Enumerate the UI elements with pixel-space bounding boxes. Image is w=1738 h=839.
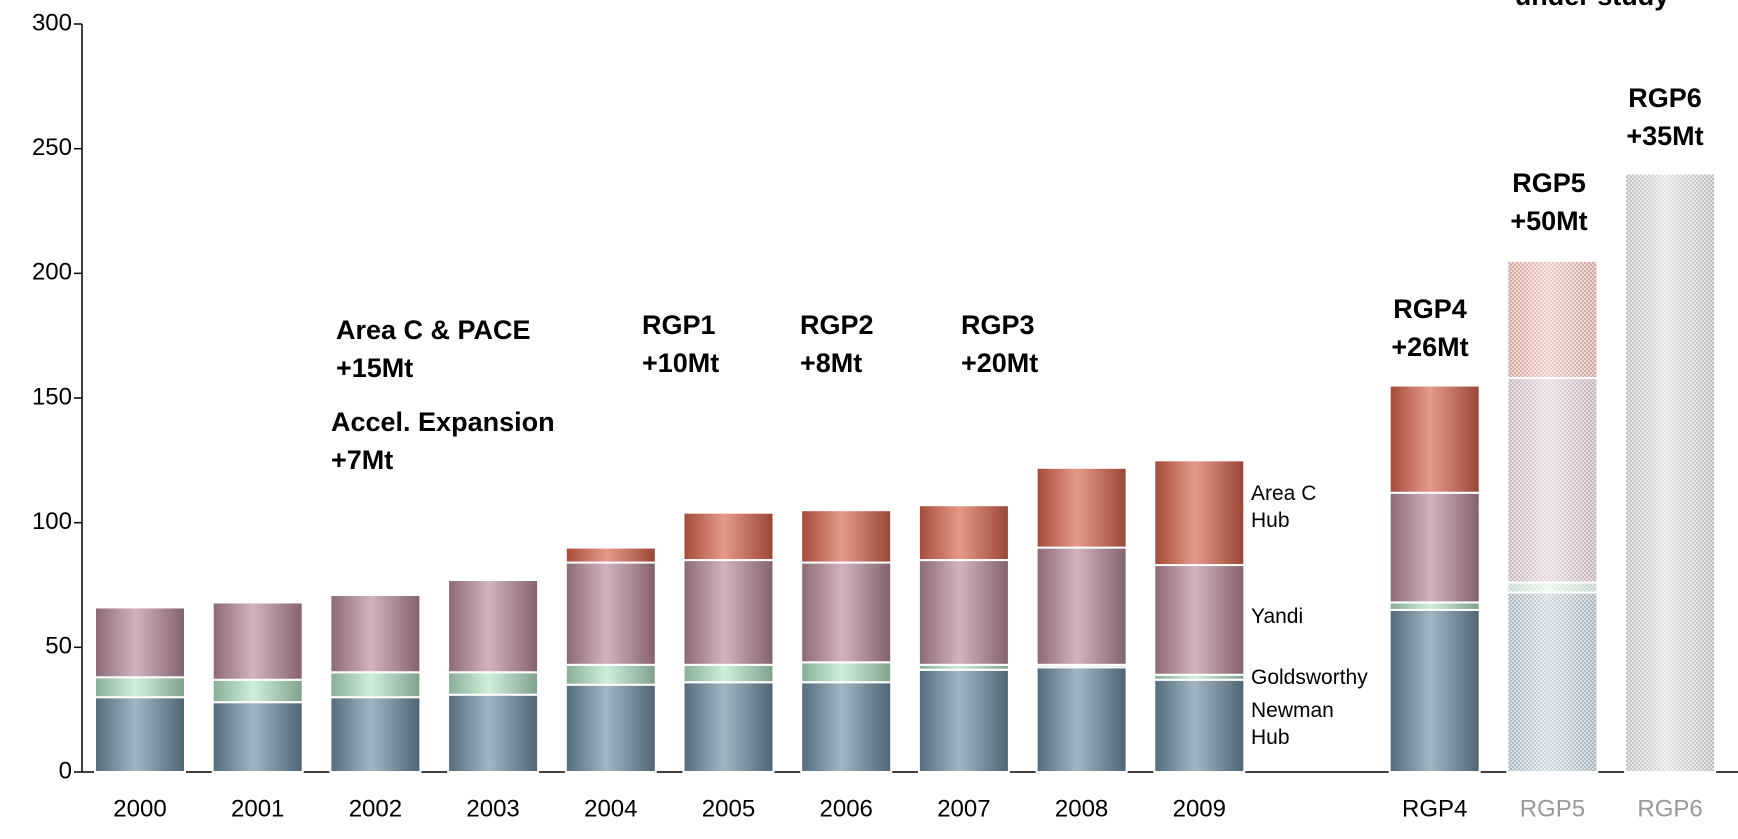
annotation: +35Mt	[1626, 121, 1703, 151]
bar-segment	[917, 559, 1010, 666]
bar-hatch	[1625, 173, 1716, 773]
annotation: +50Mt	[1510, 206, 1587, 236]
bar-segment	[800, 509, 893, 564]
x-tick-label: RGP6	[1637, 795, 1702, 822]
bar-segment	[800, 681, 893, 773]
x-tick-label: 2000	[113, 795, 166, 822]
bar-segment	[211, 601, 304, 681]
bar-segment	[917, 504, 1010, 562]
bar-segment	[800, 561, 893, 664]
annotation: +7Mt	[331, 445, 393, 475]
bar-segment	[800, 661, 893, 684]
x-tick-label: 2009	[1173, 795, 1226, 822]
bar-segment	[1153, 459, 1246, 567]
bar-hatch	[1507, 582, 1598, 593]
bar-segment	[564, 561, 657, 666]
x-tick-label: 2001	[231, 795, 284, 822]
bar-segment	[564, 683, 657, 774]
bar-segment	[1035, 546, 1128, 666]
y-tick-label: 100	[32, 508, 72, 535]
annotation: +10Mt	[642, 348, 719, 378]
annotation: +8Mt	[800, 348, 862, 378]
x-tick-label: 2005	[702, 795, 755, 822]
bar-segment	[329, 593, 422, 674]
x-tick-label: RGP5	[1520, 795, 1585, 822]
y-tick-label: 200	[32, 259, 72, 286]
bar-segment	[564, 546, 657, 564]
annotation: RGP4	[1393, 294, 1467, 324]
bar-segment	[682, 559, 775, 666]
x-tick-label: 2008	[1055, 795, 1108, 822]
y-tick-label: 0	[59, 757, 72, 784]
bar-hatch	[1507, 592, 1598, 772]
bar-segment	[94, 696, 186, 774]
x-tick-label: 2007	[937, 795, 990, 822]
bar-segment	[1388, 601, 1481, 611]
annotation: RGP5	[1512, 168, 1586, 198]
bar-hatch	[1507, 378, 1598, 583]
x-tick-label: RGP4	[1402, 795, 1467, 822]
bar-segment	[94, 676, 186, 699]
annotation: RGP3	[961, 310, 1035, 340]
bar-segment	[329, 696, 422, 774]
bar-segment	[1388, 608, 1481, 774]
bar-segment	[211, 701, 304, 773]
bar-segment	[564, 663, 657, 686]
annotation: RGP6	[1628, 83, 1702, 113]
y-tick-label: 150	[32, 383, 72, 410]
bar-segment	[447, 579, 540, 674]
y-tick-label: 50	[45, 633, 72, 660]
bar-segment	[682, 681, 775, 773]
annotation: RGP1	[642, 310, 716, 340]
bar-segment	[1035, 666, 1128, 774]
bar-hatch	[1507, 260, 1598, 379]
annotation: +20Mt	[961, 348, 1038, 378]
bar-segment	[1388, 384, 1481, 494]
series-label: Goldsworthy	[1251, 666, 1368, 689]
bar-segment	[447, 671, 540, 696]
bar-segment	[94, 606, 186, 679]
annotation: +26Mt	[1391, 332, 1468, 362]
x-tick-label: 2004	[584, 795, 637, 822]
series-label: Newman Hub	[1251, 699, 1334, 749]
y-tick-label: 300	[32, 9, 72, 36]
bar-segment	[1153, 564, 1246, 676]
annotation: under study	[1515, 0, 1670, 11]
annotation: Accel. Expansion	[331, 407, 555, 437]
x-tick-label: 2006	[820, 795, 873, 822]
bar-segment	[917, 668, 1010, 773]
bar-segment	[682, 511, 775, 562]
x-tick-label: 2003	[466, 795, 519, 822]
bar-segment	[211, 678, 304, 704]
bar-segment	[447, 693, 540, 773]
annotation: Area C & PACE	[336, 315, 531, 345]
annotation: RGP2	[800, 310, 874, 340]
bar-segment	[1035, 466, 1128, 549]
bar-segment	[682, 663, 775, 684]
bar-segment	[329, 671, 422, 699]
series-label: Yandi	[1251, 605, 1304, 628]
annotation: +15Mt	[336, 353, 413, 383]
x-tick-label: 2002	[349, 795, 402, 822]
y-tick-label: 250	[32, 134, 72, 161]
bar-segment	[1153, 678, 1246, 773]
bar-segment	[1388, 491, 1481, 604]
series-label: Area C Hub	[1251, 482, 1317, 532]
